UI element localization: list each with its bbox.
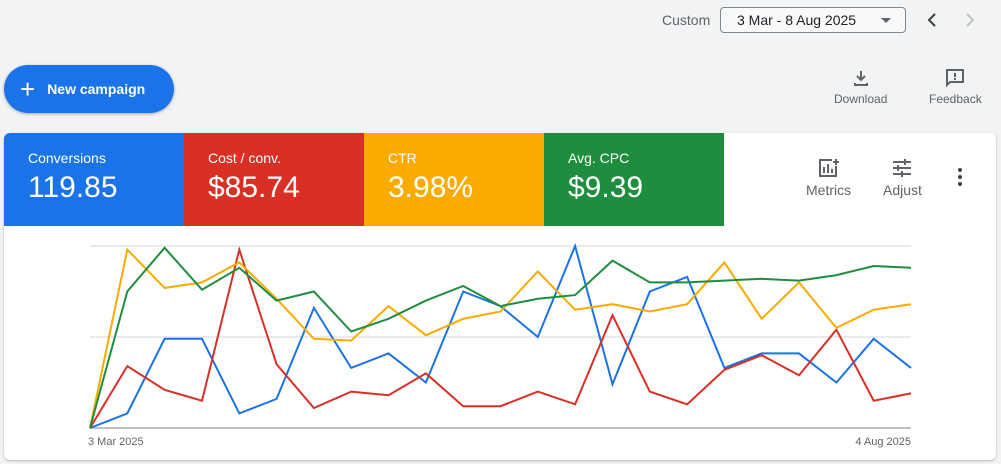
caret-down-icon: [881, 18, 891, 23]
new-campaign-button[interactable]: + New campaign: [4, 65, 174, 113]
series-line-ctr: [89, 247, 912, 429]
x-start-label: 3 Mar 2025: [88, 436, 144, 448]
download-label: Download: [834, 92, 888, 106]
feedback-label: Feedback: [929, 92, 982, 106]
chevron-left-icon: [927, 13, 936, 27]
metric-label: Conversions: [28, 150, 106, 166]
more-vert-icon: [958, 168, 962, 186]
metric-tile-conversions[interactable]: Conversions 119.85: [4, 133, 184, 226]
more-options-button[interactable]: [954, 167, 966, 192]
previous-period-button[interactable]: [920, 8, 944, 32]
feedback-button[interactable]: Feedback: [929, 68, 982, 106]
date-range-dropdown[interactable]: 3 Mar - 8 Aug 2025: [720, 7, 906, 33]
metric-value: $85.74: [208, 171, 300, 204]
metric-tile-ctr[interactable]: CTR 3.98%: [364, 133, 544, 226]
metric-value: $9.39: [568, 171, 644, 204]
download-icon: [853, 71, 868, 86]
date-range-value: 3 Mar - 8 Aug 2025: [737, 12, 857, 28]
new-campaign-label: New campaign: [47, 81, 146, 97]
plus-icon: +: [20, 74, 36, 104]
date-range-label: Custom: [662, 12, 711, 28]
x-end-label: 4 Aug 2025: [855, 436, 911, 448]
next-period-button[interactable]: [958, 8, 982, 32]
metric-label: Cost / conv.: [208, 150, 281, 166]
metric-tile-avg-cpc[interactable]: Avg. CPC $9.39: [544, 133, 724, 226]
metrics-label: Metrics: [806, 182, 852, 198]
add-chart-icon: [818, 159, 839, 177]
feedback-icon: [946, 69, 965, 88]
metric-label: Avg. CPC: [568, 150, 630, 166]
series-line-avg-cpc: [89, 246, 912, 429]
metric-tile-cost-conv[interactable]: Cost / conv. $85.74: [184, 133, 364, 226]
adjust-label: Adjust: [883, 182, 922, 198]
metric-label: CTR: [388, 150, 417, 166]
adjust-button[interactable]: Adjust: [883, 158, 922, 198]
metric-value: 119.85: [28, 171, 118, 204]
download-button[interactable]: Download: [834, 68, 887, 106]
chevron-right-icon: [966, 13, 975, 27]
metrics-button[interactable]: Metrics: [806, 158, 851, 198]
performance-card: Conversions 119.85 Cost / conv. $85.74 CTR 3.…: [4, 133, 996, 460]
tune-icon: [893, 159, 912, 177]
performance-chart: 3 Mar 2025 4 Aug 2025: [88, 242, 912, 448]
series-line-cost-conv: [89, 245, 912, 429]
metric-value: 3.98%: [388, 171, 474, 204]
